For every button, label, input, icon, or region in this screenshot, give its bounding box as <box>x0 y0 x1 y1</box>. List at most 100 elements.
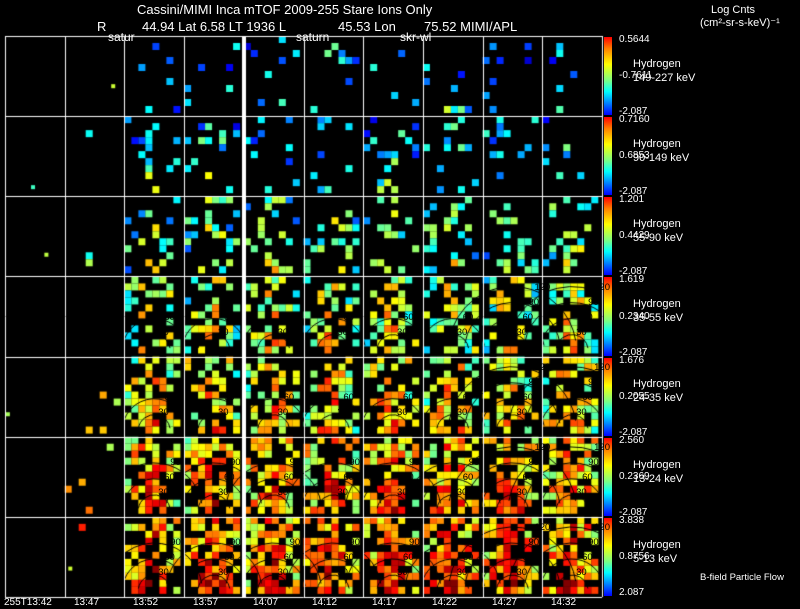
contour-label: 60 <box>522 471 534 483</box>
contour-label: 120 <box>594 522 610 533</box>
contour-label: 60 <box>403 391 414 403</box>
colorbar-min-value: -2.087 <box>619 346 648 358</box>
colorbar <box>604 437 612 516</box>
time-tick-label: 14:12 <box>312 597 338 608</box>
contour-label: 30 <box>456 326 468 338</box>
contour-label: 60 <box>164 552 175 563</box>
contour-label: 30 <box>337 486 348 498</box>
contour-label: 90 <box>528 456 540 468</box>
contour-label: 60 <box>462 552 474 563</box>
contour-label: 30 <box>217 406 229 418</box>
row-species-label: Hydrogen <box>633 458 681 471</box>
contour-label: 90 <box>170 537 181 548</box>
contour-label: 30 <box>158 567 169 578</box>
contour-label: 90 <box>468 537 480 548</box>
contour-label: 30 <box>456 406 468 418</box>
contour-label: 60 <box>223 391 235 403</box>
time-tick-label: 14:22 <box>432 597 458 608</box>
contour-label: 60 <box>283 311 295 323</box>
row-energy-label: 13-24 keV <box>633 472 684 485</box>
contour-label: 60 <box>522 391 534 403</box>
contour-label: 90 <box>528 296 540 308</box>
contour-label: 90 <box>588 456 599 468</box>
contour-label: 30 <box>516 567 528 578</box>
colorbar <box>604 37 612 116</box>
instrument-info: 75.52 MIMI/APL <box>424 19 518 34</box>
contour-label: 30 <box>397 486 408 498</box>
colorbar <box>604 357 612 436</box>
target-label-3: skr-wl <box>400 30 432 44</box>
target-label-1: satur <box>108 30 135 44</box>
colorbar <box>604 517 612 596</box>
contour-label: 90 <box>229 537 241 548</box>
contour-label: 30 <box>158 326 169 338</box>
colorbar-max-value: 1.676 <box>619 354 645 366</box>
time-tick-label: 13:47 <box>74 597 100 608</box>
contour-label: 60 <box>283 552 295 563</box>
contour-label: 30 <box>576 326 587 338</box>
contour-label: 60 <box>403 311 414 323</box>
contour-label: 30 <box>456 486 468 498</box>
longitude-info: 45.53 Lon <box>338 19 396 34</box>
contour-label: 120 <box>534 361 551 373</box>
contour-label: 30 <box>277 326 289 338</box>
contour-label: 60 <box>164 471 175 483</box>
contour-label: 120 <box>594 361 610 373</box>
colorbar-mid-value: -0.7611 <box>619 70 653 82</box>
orbit-info: 44.94 Lat 6.58 LT 1936 L <box>142 19 287 34</box>
contour-label: 120 <box>534 441 551 453</box>
colorbar-mid-value: 0.4429 <box>619 230 650 242</box>
contour-label: 60 <box>522 311 534 323</box>
contour-label: 60 <box>164 311 175 323</box>
contour-label: 30 <box>337 326 348 338</box>
row-species-label: Hydrogen <box>633 218 681 231</box>
contour-label: 30 <box>337 406 348 418</box>
colorbar-min-value: -2.087 <box>619 186 648 198</box>
contour-label: 60 <box>223 552 235 563</box>
contour-label: 60 <box>462 311 474 323</box>
contour-label: 60 <box>522 552 534 563</box>
contour-label: 30 <box>277 567 289 578</box>
contour-label: 90 <box>170 456 181 468</box>
contour-label: 30 <box>397 567 408 578</box>
contour-label: 30 <box>217 486 229 498</box>
contour-label: 90 <box>349 537 360 548</box>
contour-label: 30 <box>576 567 587 578</box>
contour-label: 30 <box>277 486 289 498</box>
contour-label: 60 <box>343 311 354 323</box>
time-tick-label: 13:52 <box>133 597 159 608</box>
contour-label: 30 <box>576 406 587 418</box>
colorbar-max-value: 2.560 <box>619 434 645 446</box>
contour-label: 30 <box>337 567 348 578</box>
row-energy-label: 35-55 keV <box>633 312 684 325</box>
contour-label: 90 <box>588 376 599 388</box>
colorbar-max-value: 3.838 <box>619 514 645 526</box>
row-energy-label: 24-35 keV <box>633 392 684 405</box>
contour-label: 30 <box>217 567 229 578</box>
contour-label: 60 <box>582 391 593 403</box>
colorbar <box>604 277 612 356</box>
contour-label: 60 <box>462 391 474 403</box>
colorbar-mid-value: 0.2340 <box>619 310 650 322</box>
contour-label: 90 <box>289 456 301 468</box>
colorbar-max-value: 0.7160 <box>619 114 650 126</box>
contour-label: 30 <box>397 326 408 338</box>
row-energy-label: 55-90 keV <box>633 232 684 245</box>
contour-label: 30 <box>158 486 169 498</box>
r-label: R <box>97 19 107 34</box>
colorbar-units-title: Log Cnts <box>711 4 756 16</box>
colorbar-min-value: 2.087 <box>619 587 645 598</box>
contour-label: 90 <box>409 537 420 548</box>
contour-label: 90 <box>588 537 599 548</box>
contour-label: 60 <box>582 552 593 563</box>
contour-label: 90 <box>229 456 241 468</box>
contour-label: 90 <box>409 456 420 468</box>
row-energy-label: 5-13 keV <box>633 552 678 565</box>
contour-label: 90 <box>528 537 540 548</box>
row-energy-label: 90-149 keV <box>633 151 690 164</box>
colorbar <box>604 197 612 276</box>
row-species-label: Hydrogen <box>633 538 681 551</box>
row-species-label: Hydrogen <box>633 57 681 70</box>
colorbar-max-value: 0.5644 <box>619 34 650 45</box>
